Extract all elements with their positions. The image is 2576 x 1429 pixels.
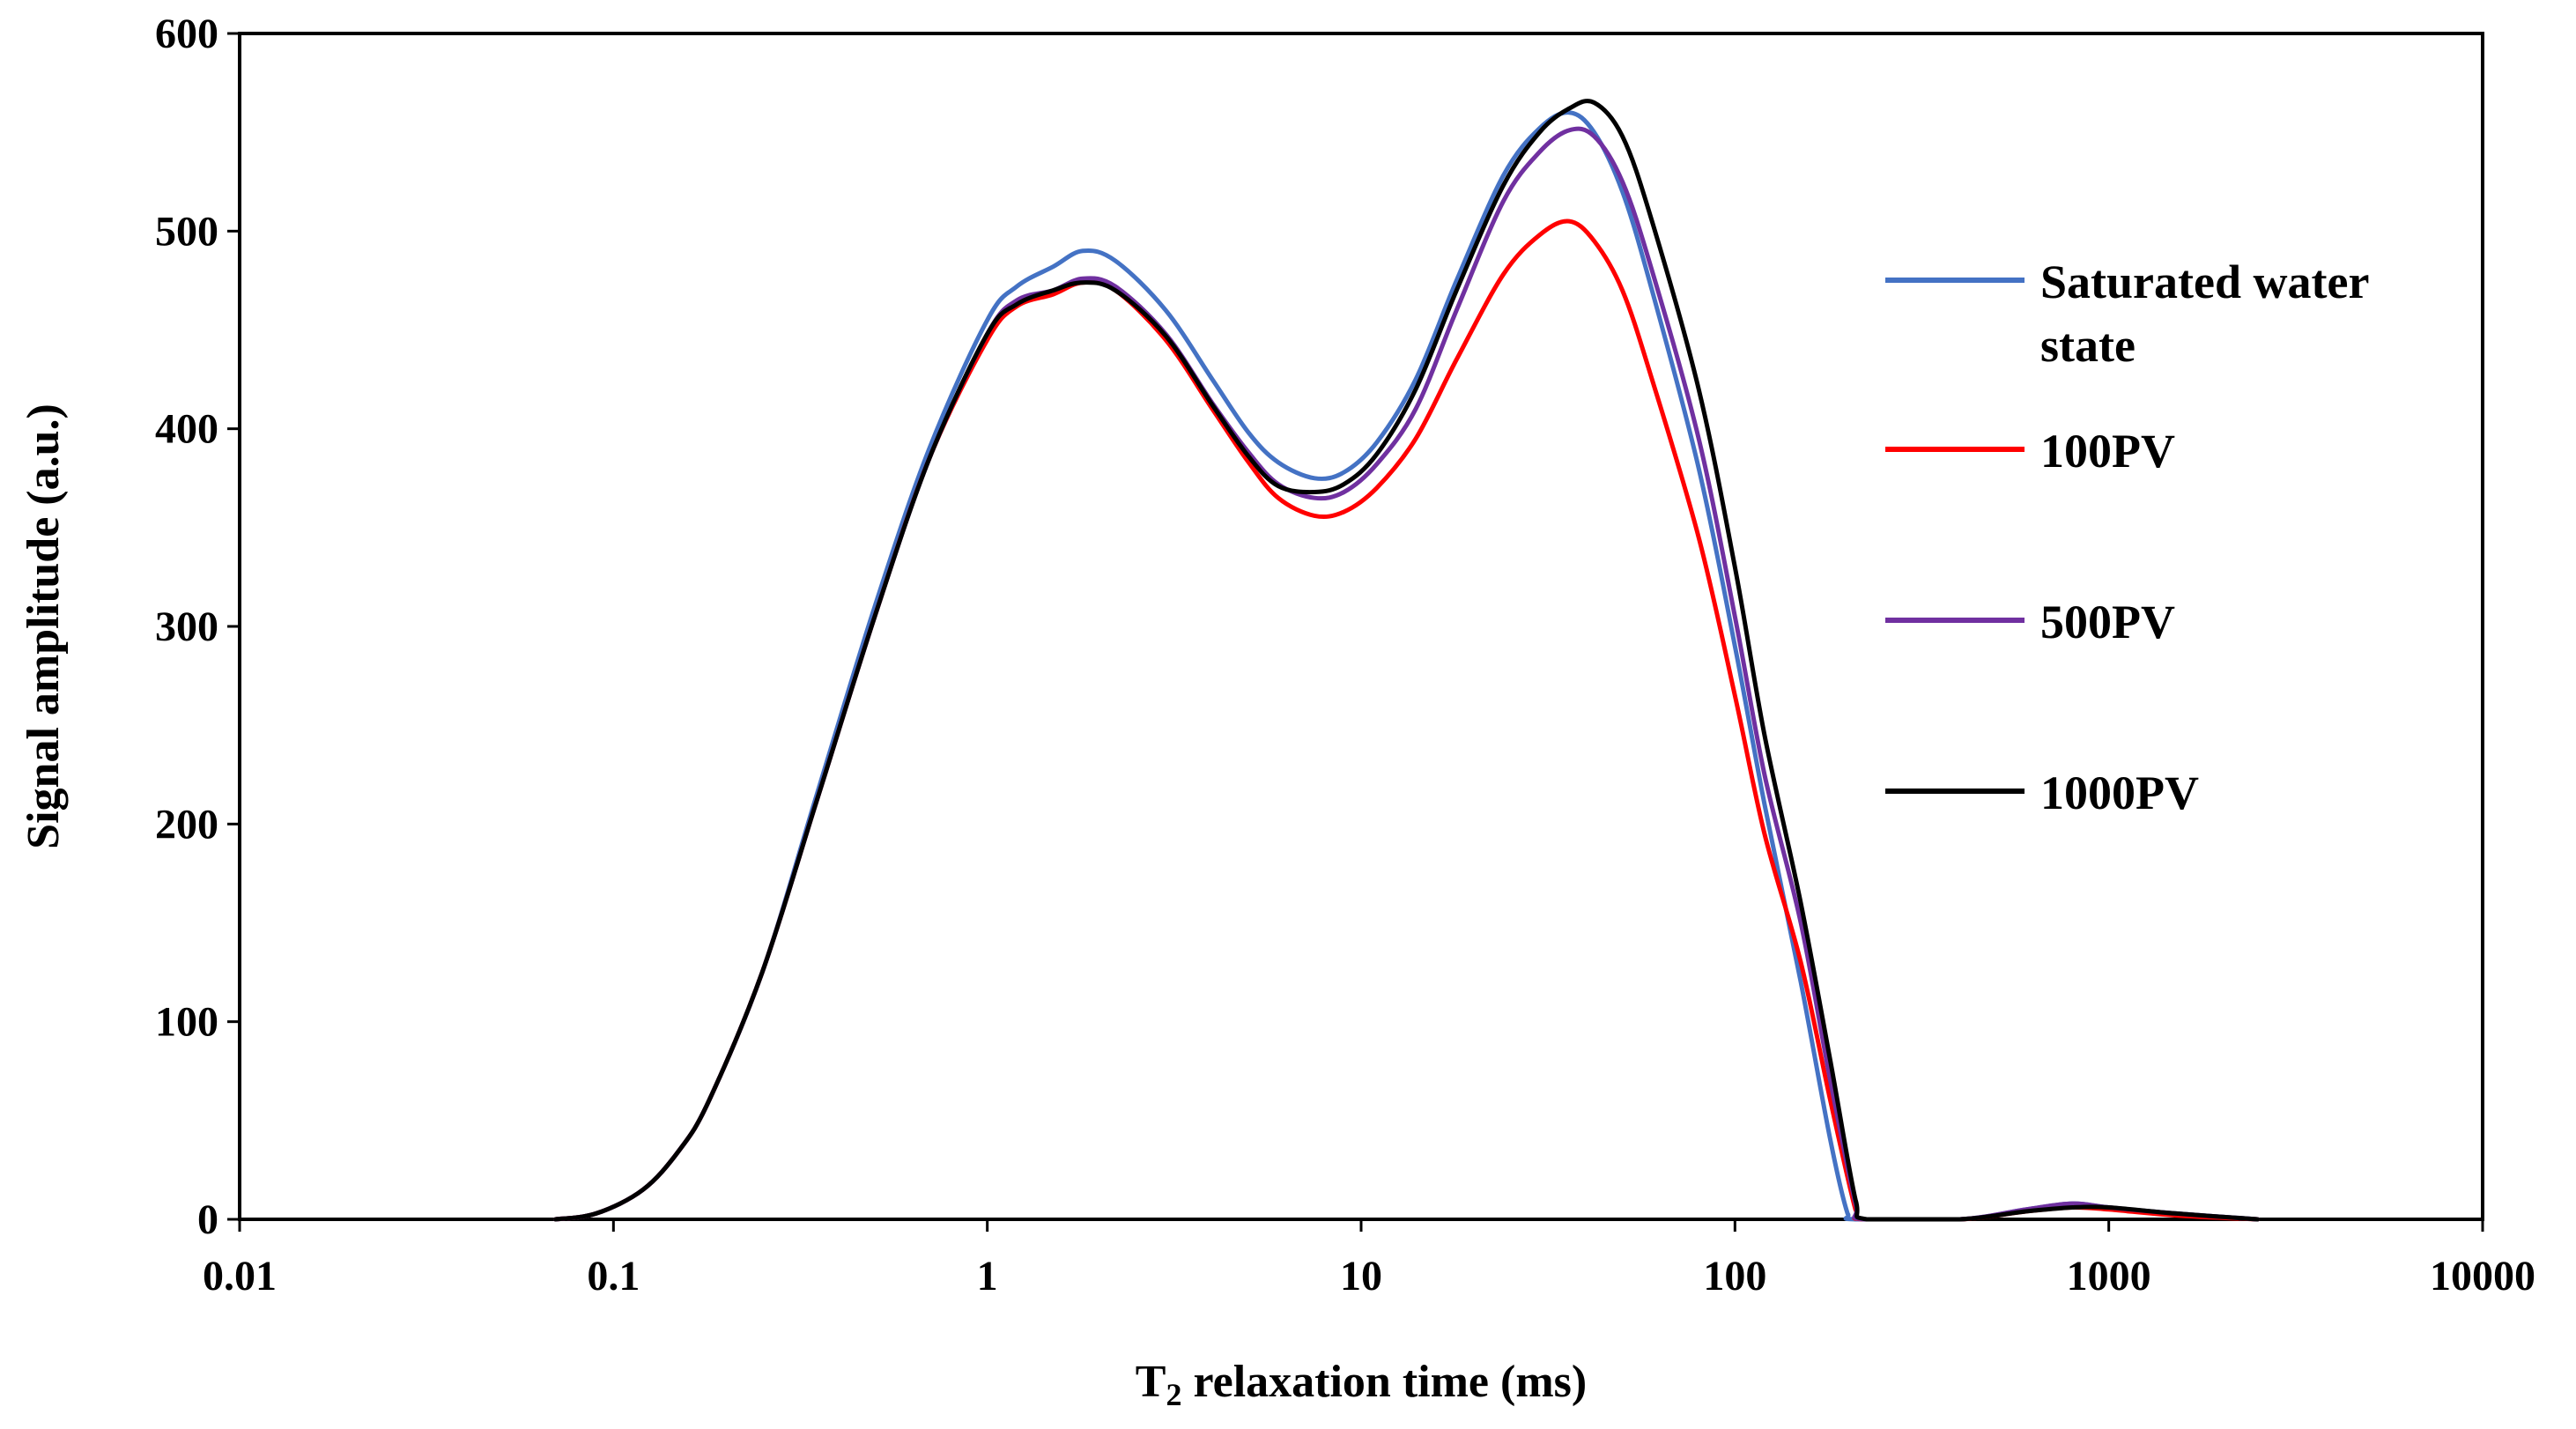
legend-label-500pv: 500PV	[2040, 596, 2175, 648]
legend-label-1000pv: 1000PV	[2040, 766, 2199, 819]
y-tick-label: 400	[155, 406, 218, 453]
y-tick-label: 600	[155, 11, 218, 57]
legend: Saturated water state 100PV 500PV 1000PV	[1885, 255, 2369, 819]
x-axis-title-rest: relaxation time (ms)	[1181, 1357, 1587, 1407]
x-tick-label: 0.01	[203, 1253, 277, 1299]
series-1000pv-line	[553, 99, 2260, 1222]
legend-label-saturated-line1: Saturated water	[2040, 255, 2369, 308]
legend-label-100pv: 100PV	[2040, 425, 2175, 478]
x-axis-ticks: 0.01 0.1 1 10 100 1000 10000	[203, 1219, 2535, 1299]
x-tick-label: 100	[1703, 1253, 1766, 1299]
y-tick-label: 0	[197, 1196, 218, 1243]
x-axis-title: T2 relaxation time (ms)	[1136, 1357, 1587, 1412]
plot-area	[238, 32, 2484, 1221]
series-saturated-water-line	[553, 110, 2260, 1222]
y-tick-label: 300	[155, 603, 218, 650]
x-axis-title-subscript: 2	[1166, 1377, 1181, 1412]
x-tick-label: 10000	[2430, 1253, 2535, 1299]
x-tick-label: 1	[977, 1253, 998, 1299]
x-tick-label: 0.1	[587, 1253, 640, 1299]
y-tick-label: 200	[155, 801, 218, 848]
x-tick-label: 1000	[2067, 1253, 2151, 1299]
y-tick-label: 500	[155, 208, 218, 255]
y-axis-ticks: 0 100 200 300 400 500 600	[155, 11, 240, 1243]
series-layer	[553, 99, 2260, 1222]
x-axis-title-main: T	[1136, 1357, 1166, 1407]
y-tick-label: 100	[155, 999, 218, 1046]
legend-label-saturated-line2: state	[2040, 319, 2136, 372]
x-tick-label: 10	[1340, 1253, 1382, 1299]
y-axis-title: Signal amplitude (a.u.)	[19, 404, 69, 849]
